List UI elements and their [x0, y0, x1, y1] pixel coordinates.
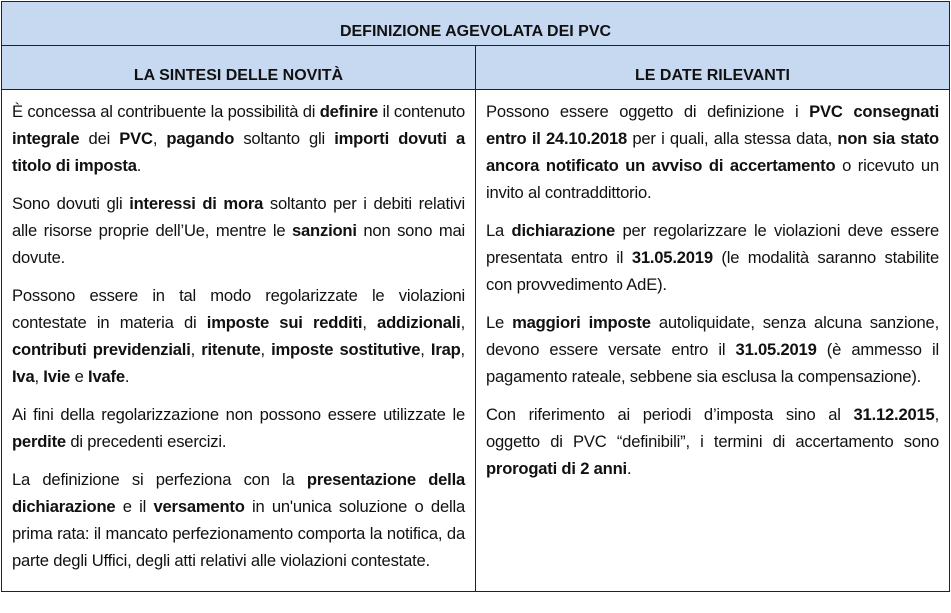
bold-text: definire: [319, 102, 379, 121]
text: ,: [460, 340, 466, 359]
bold-text: PVC: [119, 129, 153, 148]
bold-text: ritenute: [201, 340, 261, 359]
bold-text: interessi di mora: [129, 194, 264, 213]
bold-text: Iva: [12, 367, 35, 386]
text: per regolarizzare le violazioni deve ess…: [486, 221, 939, 267]
paragraph: La definizione si perfeziona con la pres…: [12, 466, 465, 574]
paragraph: Le maggiori imposte autoliquidate, senza…: [486, 309, 939, 390]
column-header-sintesi: LA SINTESI DELLE NOVITÀ: [1, 45, 476, 90]
date-cell: Possono essere oggetto di definizione i …: [475, 89, 950, 592]
bold-text: presentazione della dichiarazione: [12, 470, 466, 516]
paragraph: Con riferimento ai periodi d’imposta sin…: [486, 401, 939, 482]
text: ,: [190, 340, 202, 359]
text: Con riferimento ai periodi d’imposta sin…: [486, 405, 854, 424]
text: e il: [115, 497, 154, 516]
text: È concessa al contribuente la possibilit…: [12, 102, 320, 121]
bold-text: non sia stato ancora notificato un avvis…: [486, 129, 939, 175]
text: di precedenti esercizi.: [65, 432, 227, 451]
bold-text: maggiori imposte: [512, 313, 651, 332]
paragraph: È concessa al contribuente la possibilit…: [12, 98, 465, 179]
text: La: [486, 221, 512, 240]
text: e: [70, 367, 89, 386]
text: , oggetto di PVC “definibili”, i termini…: [486, 405, 939, 451]
bold-text: addizionali: [377, 313, 461, 332]
bold-text: 31.05.2019: [735, 340, 817, 359]
text: in un'unica soluzione o della prima rata…: [12, 497, 465, 570]
text: per i quali, alla stessa data,: [627, 129, 838, 148]
text: ,: [260, 340, 272, 359]
text: Possono essere oggetto di definizione i: [486, 102, 810, 121]
text: o ricevuto un invito al contraddittorio.: [486, 156, 939, 202]
text: ,: [460, 313, 466, 332]
text: ,: [152, 129, 167, 148]
text: (le modalità saranno stabilite con provv…: [486, 248, 939, 294]
text: (è ammesso il pagamento rateale, sebbene…: [486, 340, 939, 386]
paragraph: La dichiarazione per regolarizzare le vi…: [486, 217, 939, 298]
text: ,: [362, 313, 378, 332]
bold-text: sanzioni: [291, 221, 357, 240]
bold-text: prorogati di 2 anni: [486, 459, 627, 478]
column-header-date: LE DATE RILEVANTI: [475, 45, 950, 90]
text: .: [626, 459, 632, 478]
text: dei: [79, 129, 120, 148]
bold-text: pagando: [166, 129, 235, 148]
text: Possono essere in tal modo regolarizzate…: [12, 286, 465, 332]
bold-text: perdite: [12, 432, 66, 451]
sintesi-cell: È concessa al contribuente la possibilit…: [1, 89, 476, 592]
text: il contenuto: [378, 102, 465, 121]
paragraph: Possono essere oggetto di definizione i …: [486, 98, 939, 206]
text: .: [124, 367, 130, 386]
paragraph: Possono essere in tal modo regolarizzate…: [12, 282, 465, 390]
text: ,: [420, 340, 431, 359]
bold-text: contributi previdenziali: [12, 340, 191, 359]
text: soltanto gli: [234, 129, 335, 148]
table-title: DEFINIZIONE AGEVOLATA DEI PVC: [1, 1, 950, 46]
bold-text: imposte sostitutive: [271, 340, 421, 359]
text: ,: [34, 367, 44, 386]
bold-text: importi dovuti a titolo di imposta: [12, 129, 465, 175]
text: soltanto per i debiti relativi alle riso…: [12, 194, 465, 240]
bold-text: dichiarazione: [511, 221, 616, 240]
paragraph: Ai fini della regolarizzazione non posso…: [12, 401, 465, 455]
text: autoliquidate, senza alcuna sanzione, de…: [486, 313, 939, 359]
bold-text: 31.05.2019: [631, 248, 713, 267]
text: .: [136, 156, 142, 175]
text: Sono dovuti gli: [12, 194, 130, 213]
text: non sono mai dovute.: [12, 221, 465, 267]
bold-text: Ivie: [43, 367, 71, 386]
paragraph: Sono dovuti gli interessi di mora soltan…: [12, 190, 465, 271]
text: Le: [486, 313, 513, 332]
pvc-summary-table: DEFINIZIONE AGEVOLATA DEI PVC LA SINTESI…: [1, 1, 950, 592]
text: Ai fini della regolarizzazione non posso…: [12, 405, 465, 424]
bold-text: imposte sui redditi: [206, 313, 363, 332]
bold-text: Irap: [430, 340, 461, 359]
text: La definizione si perfeziona con la: [12, 470, 307, 489]
bold-text: 31.12.2015: [853, 405, 935, 424]
bold-text: integrale: [12, 129, 80, 148]
bold-text: Ivafe: [88, 367, 125, 386]
bold-text: PVC consegnati entro il 24.10.2018: [486, 102, 939, 148]
bold-text: versamento: [153, 497, 245, 516]
